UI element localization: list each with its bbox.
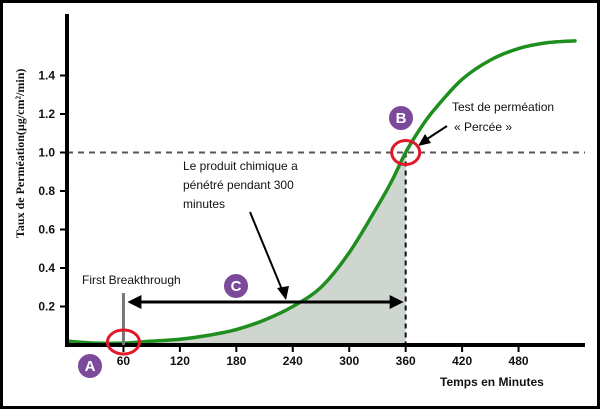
first-breakthrough-circle [105,328,141,356]
x-tick-label: 180 [226,354,246,368]
y-axis-label: Taux de Perméation(µg/cm²/min) [13,69,27,238]
duration-label-line1: Le produit chimique a [183,159,298,173]
svg-text:A: A [85,358,96,375]
y-tick-label: 1.0 [38,146,55,160]
svg-text:B: B [396,110,407,127]
x-tick-label: 360 [396,354,416,368]
x-tick-label: 420 [452,354,472,368]
svg-text:C: C [231,278,242,295]
y-tick-label: 0.2 [38,300,55,314]
duration-arrow-head-right [389,295,404,309]
duration-pointer-head [277,286,289,300]
duration-arrow-head-left [127,295,142,309]
test-permeation-label-line2: « Percée » [454,120,512,134]
badge-a: A [76,352,104,380]
badge-b: B [387,104,415,132]
y-tick-label: 0.4 [38,261,55,275]
badge-c: C [222,272,250,300]
duration-pointer-line [249,211,284,293]
y-tick-label: 1.4 [38,69,55,83]
y-tick-label: 1.2 [38,107,55,121]
x-tick-label: 240 [283,354,303,368]
first-breakthrough-label: First Breakthrough [82,273,181,287]
duration-label-line2: pénétré pendant 300 [183,178,294,192]
duration-label-line3: minutes [183,197,225,211]
test-permeation-label-line1: Test de perméation [452,100,554,114]
shaded-area [123,152,406,345]
x-axis-label: Temps en Minutes [440,375,544,389]
y-tick-label: 0.8 [38,184,55,198]
x-tick-label: 120 [170,354,190,368]
x-tick-label: 480 [509,354,529,368]
test-pointer-head [418,134,431,146]
breakthrough-circle [390,139,422,166]
x-tick-label: 60 [117,354,131,368]
y-tick-label: 0.6 [38,223,55,237]
x-tick-label: 300 [339,354,359,368]
